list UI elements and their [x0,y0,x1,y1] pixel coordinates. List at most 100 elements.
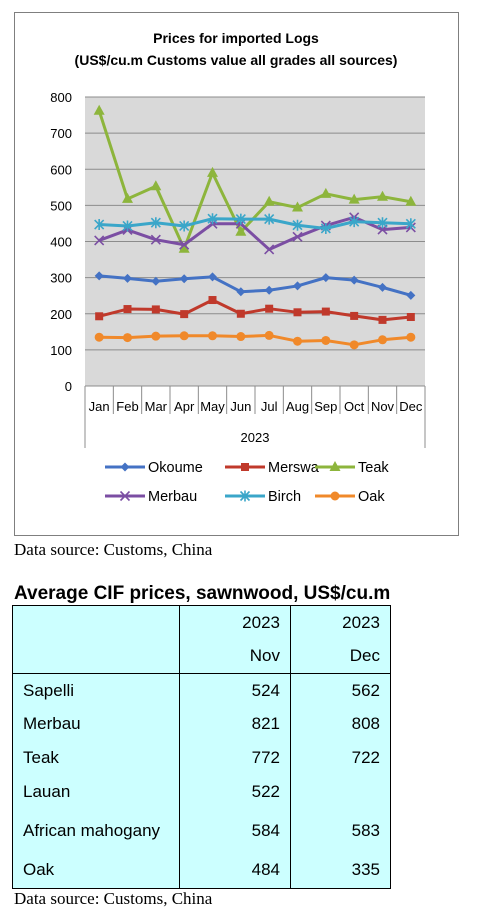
data-point-merbau [94,235,105,246]
row-species: African mahogany [12,808,180,853]
data-point-teak [320,187,332,198]
x-tick-label: Dec [399,399,423,414]
x-tick-label: Nov [371,399,395,414]
table-row: Teak 772 722 [12,740,391,775]
data-point-oak [123,333,132,343]
data-point-okoume [123,273,132,283]
legend-label-teak: Teak [358,460,389,476]
legend-label-oak: Oak [358,489,385,505]
data-point-okoume [179,274,189,284]
x-tick-label: Jun [230,399,251,414]
legend-marker-merbau [119,490,131,502]
row-nov-price: 584 [179,808,291,853]
data-point-okoume [94,271,104,281]
data-point-teak [235,225,247,236]
data-point-birch [122,220,133,232]
data-point-merswa [123,305,132,314]
row-dec-price: 808 [290,707,391,741]
data-point-oak [293,336,302,346]
table-data-source: Data source: Customs, China [14,889,213,908]
data-point-teak [150,180,162,191]
row-dec-price [290,774,391,809]
series-line-merswa [98,298,411,322]
data-point-merbau [150,234,161,245]
line-chart: Prices for imported Logs (US$/cu.m Custom… [50,30,426,505]
y-tick-label: 400 [50,235,72,250]
row-species: Merbau [12,707,180,741]
data-point-merswa [236,309,245,318]
data-point-oak [349,340,359,350]
chart-data-source: Data source: Customs, China [14,540,213,559]
x-tick-label: Feb [116,399,138,414]
x-tick-label: Jul [261,399,278,414]
data-point-merswa [180,310,189,319]
data-point-birch [264,213,275,225]
header-blank-cell-2 [12,639,180,674]
price-table: 2023 2023 Nov Dec Sapelli 524 562 Merbau… [12,605,391,889]
data-point-teak [93,104,105,115]
data-point-oak [264,330,274,340]
data-point-teak [207,166,218,177]
y-tick-label: 700 [50,126,72,141]
series-line-birch [99,217,411,230]
data-point-okoume [378,282,387,292]
data-point-oak [151,331,161,341]
x-tick-label: Sep [314,399,337,414]
y-tick-label: 100 [50,343,72,358]
y-tick-label: 200 [50,307,72,322]
data-point-oak [179,331,189,341]
legend-label-merswa: Merswa [268,460,320,476]
data-point-okoume [349,275,359,285]
table-row: Merbau 821 808 [12,707,391,741]
row-nov-price: 522 [179,774,291,809]
data-point-teak [405,195,417,206]
data-point-teak [178,242,190,253]
data-point-merswa [321,307,330,316]
data-point-oak [236,332,246,342]
data-point-okoume [293,281,302,291]
data-point-birch [207,213,218,225]
legend-label-birch: Birch [268,489,301,505]
header-month-nov: Nov [179,639,291,674]
x-tick-label: Aug [286,399,309,414]
legend-label-okoume: Okoume [148,460,203,476]
x-tick-label: Apr [174,399,195,414]
table-row: Oak 484 335 [12,852,391,889]
y-tick-label: 300 [50,271,72,286]
data-point-birch [292,219,303,231]
series-line-teak [97,110,412,251]
data-point-birch [320,222,331,234]
data-point-teak [348,193,360,204]
data-point-merswa [95,312,104,321]
row-dec-price: 583 [290,808,391,853]
data-point-birch [349,216,360,228]
row-dec-price: 562 [290,673,391,708]
data-point-teak [377,190,388,201]
row-dec-price: 335 [290,852,391,889]
data-point-merswa [208,296,217,305]
data-point-oak [378,335,387,345]
table-title: Average CIF prices, sawnwood, US$/cu.m [14,583,391,604]
series-line-okoume [99,274,412,297]
y-tick-label: 600 [50,162,72,177]
table-row: Sapelli 524 562 [12,673,391,708]
chart-title: Prices for imported Logs [153,30,319,46]
legend-marker-birch [239,490,251,502]
chart-container: Prices for imported Logs (US$/cu.m Custom… [14,12,459,536]
data-point-birch [150,217,161,229]
x-tick-label: Jan [89,399,110,414]
x-tick-label: May [200,399,225,414]
data-point-teak [122,192,133,203]
data-point-merswa [350,311,359,320]
legend-marker-oak [330,491,340,501]
chart-subtitle: (US$/cu.m Customs value all grades all s… [75,52,398,68]
table-row: African mahogany 584 583 [12,808,391,853]
header-blank-cell [12,605,180,640]
data-point-merbau [264,244,275,255]
data-point-oak [94,332,104,342]
series-line-merbau [98,215,411,251]
data-point-birch [179,220,190,232]
data-point-okoume [208,272,217,282]
data-point-okoume [264,285,274,295]
data-point-merswa [265,304,274,313]
